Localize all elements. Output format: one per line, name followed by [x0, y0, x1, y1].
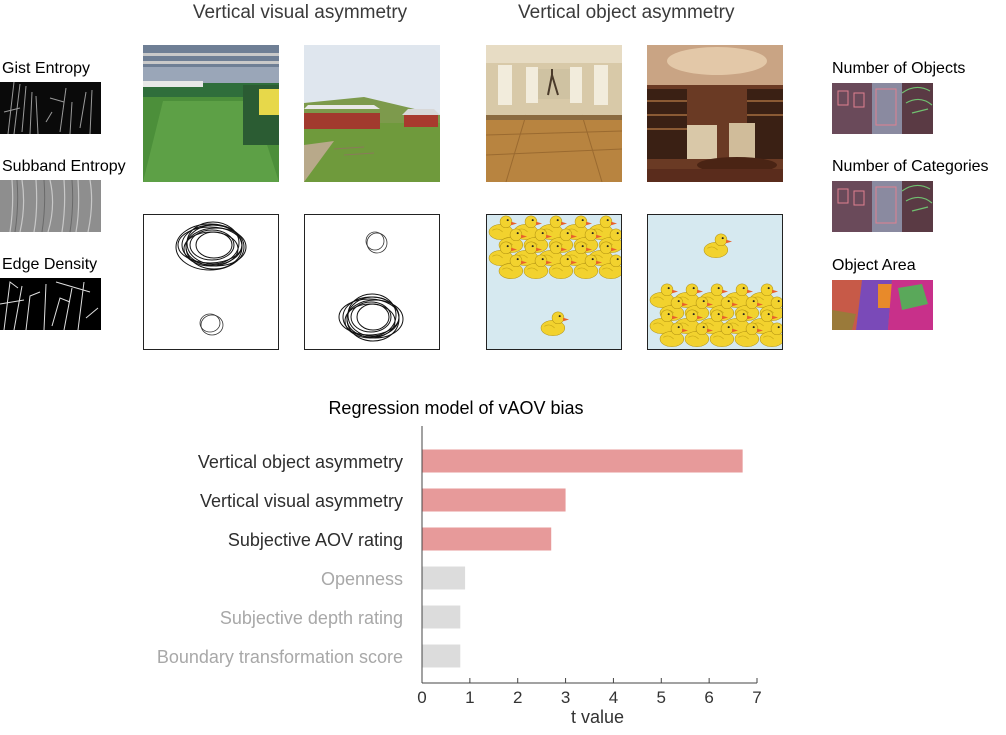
- duck-icon: [498, 254, 528, 279]
- duck-icon: [523, 254, 553, 279]
- duck-icon: [684, 322, 714, 347]
- duck-icon: [488, 215, 518, 240]
- fixation-panel-bottom-heavy: [304, 214, 440, 350]
- fixation-panel-top-heavy: [143, 214, 279, 350]
- subband-entropy-label: Subband Entropy: [2, 158, 126, 175]
- duck-icon: [540, 311, 570, 336]
- edge-map-thumbnail: [0, 278, 101, 330]
- duck-icon: [709, 322, 739, 347]
- number-of-objects-label: Number of Objects: [832, 60, 966, 77]
- number-of-categories-label: Number of Categories: [832, 158, 989, 175]
- duck-icon: [659, 322, 689, 347]
- library-lounge-photo: [647, 45, 783, 182]
- duck-icon: [548, 254, 578, 279]
- x-tick-label-3: 3: [561, 688, 570, 707]
- bar-1: [422, 488, 566, 512]
- duck-icon: [573, 254, 603, 279]
- dance-studio-photo: [486, 45, 622, 182]
- bar-0: [422, 449, 743, 473]
- bar-2: [422, 527, 552, 551]
- gist-entropy-label: Gist Entropy: [2, 60, 91, 77]
- duck-icon: [513, 241, 543, 266]
- stadium-photo: [143, 45, 279, 182]
- regression-bar-chart: Regression model of vAOV bias Vertical o…: [157, 398, 762, 727]
- x-tick-label-2: 2: [513, 688, 522, 707]
- x-tick-label-1: 1: [465, 688, 474, 707]
- duck-panel-top-heavy: [486, 214, 622, 350]
- object-asymmetry-title: Vertical object asymmetry: [518, 2, 735, 23]
- category-label-2: Subjective AOV rating: [228, 530, 403, 550]
- x-tick-label-7: 7: [752, 688, 761, 707]
- subband-filter-thumbnail: [0, 180, 101, 232]
- category-label-4: Subjective depth rating: [220, 608, 403, 628]
- category-label-5: Boundary transformation score: [157, 647, 403, 667]
- bar-3: [422, 566, 466, 590]
- gist-filter-thumbnail: [0, 82, 101, 134]
- farm-photo: [304, 45, 440, 182]
- duck-icon: [588, 215, 618, 240]
- x-tick-label-0: 0: [417, 688, 426, 707]
- category-label-3: Openness: [321, 569, 403, 589]
- visual-asymmetry-title: Vertical visual asymmetry: [192, 2, 408, 23]
- duck-panel-bottom-heavy: [647, 214, 783, 350]
- category-outline-thumbnail: [832, 181, 933, 232]
- duck-icon: [649, 309, 679, 334]
- x-tick-label-5: 5: [657, 688, 666, 707]
- x-axis-label: t value: [571, 707, 624, 727]
- bar-4: [422, 605, 461, 629]
- object-outline-thumbnail: [832, 83, 933, 134]
- duck-icon: [734, 322, 764, 347]
- segmentation-map-thumbnail: [832, 280, 933, 330]
- edge-density-label: Edge Density: [2, 256, 98, 273]
- object-area-label: Object Area: [832, 257, 916, 274]
- x-tick-label-4: 4: [609, 688, 618, 707]
- x-tick-label-6: 6: [704, 688, 713, 707]
- category-label-1: Vertical visual asymmetry: [200, 491, 403, 511]
- chart-title: Regression model of vAOV bias: [328, 398, 583, 418]
- duck-icon: [703, 233, 733, 258]
- duck-icon: [598, 254, 621, 279]
- duck-icon: [759, 322, 782, 347]
- bar-5: [422, 644, 461, 668]
- category-label-0: Vertical object asymmetry: [198, 452, 403, 472]
- duck-icon: [649, 283, 679, 308]
- duck-icon: [488, 241, 518, 266]
